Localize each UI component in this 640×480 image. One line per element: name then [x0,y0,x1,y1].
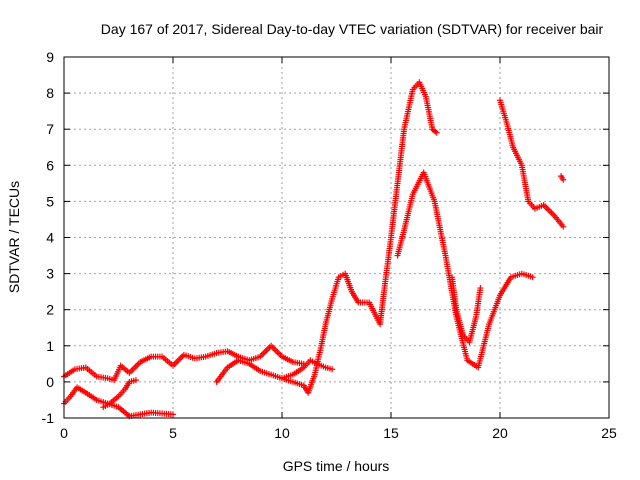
x-tick-label: 25 [601,425,617,441]
series-track-c [100,377,139,411]
y-tick-label: 6 [46,157,54,173]
data-points [61,79,567,420]
x-tick-label: 20 [492,425,508,441]
x-tick-label: 5 [169,425,177,441]
series-track-h [497,97,567,230]
series-track-d [213,79,440,396]
x-tick-label: 0 [60,425,68,441]
grid [64,57,609,418]
y-tick-label: 7 [46,121,54,137]
y-tick-label: 3 [46,266,54,282]
y-tick-label: 4 [46,230,54,246]
y-axis-label: SDTVAR / TECUs [6,181,22,293]
series-track-a [61,342,307,384]
y-tick-label: -1 [42,410,55,426]
y-tick-label: 2 [46,302,54,318]
data-point [477,285,484,292]
data-point [132,377,139,384]
chart-title: Day 167 of 2017, Sidereal Day-to-day VTE… [101,21,604,37]
series-track-i [558,173,567,183]
x-tick-label: 10 [274,425,290,441]
plot-frame [63,56,610,419]
data-point [170,411,176,418]
series-track-b [61,384,176,420]
series-track-e [279,357,336,382]
x-axis-label: GPS time / hours [283,458,390,474]
data-point [560,223,567,230]
y-tick-label: 0 [46,374,54,390]
y-tick-label: 1 [46,338,54,354]
x-tick-label: 15 [383,425,399,441]
y-tick-label: 5 [46,193,54,209]
y-tick-label: 9 [46,49,54,65]
series-track-g [449,274,484,346]
data-point [560,176,567,183]
data-point [433,129,440,136]
data-point [529,274,536,281]
y-tick-label: 8 [46,85,54,101]
data-point [329,366,336,373]
